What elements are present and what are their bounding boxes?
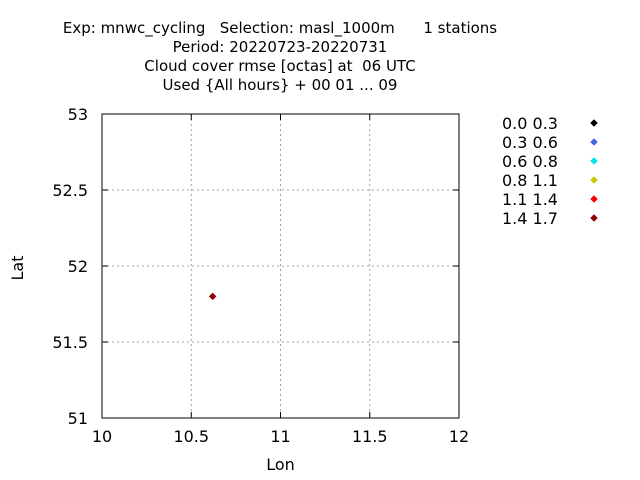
x-tick-label: 11 <box>270 427 290 446</box>
y-tick-label: 52 <box>68 257 88 276</box>
title-line-1: Exp: mnwc_cycling Selection: masl_1000m … <box>62 19 498 37</box>
data-points <box>208 292 217 301</box>
y-tick-label: 53 <box>68 105 88 124</box>
title-line-4: Used {All hours} + 00 01 ... 09 <box>162 76 398 94</box>
legend-marker <box>590 176 598 184</box>
x-axis-ticks: 10 10.5 11 11.5 12 <box>92 114 469 446</box>
legend-marker <box>590 157 598 165</box>
y-tick-label: 51 <box>68 409 88 428</box>
legend-entry-label: 0.8 1.1 <box>502 171 558 190</box>
x-axis-label: Lon <box>266 455 295 474</box>
legend-entry-label: 0.0 0.3 <box>502 114 558 133</box>
x-tick-label: 10.5 <box>173 427 209 446</box>
legend-marker <box>590 119 598 127</box>
y-axis-label: Lat <box>8 256 27 281</box>
data-point <box>208 292 217 301</box>
x-tick-label: 11.5 <box>352 427 388 446</box>
grid-lines <box>102 114 459 418</box>
title-line-3: Cloud cover rmse [octas] at 06 UTC <box>144 57 416 75</box>
legend-entry-label: 1.4 1.7 <box>502 209 558 228</box>
x-tick-label: 12 <box>449 427 469 446</box>
y-axis-ticks: 51 51.5 52 52.5 53 <box>52 105 459 428</box>
legend-entry-label: 0.3 0.6 <box>502 133 558 152</box>
legend-entry-label: 1.1 1.4 <box>502 190 558 209</box>
legend-entry-label: 0.6 0.8 <box>502 152 558 171</box>
legend-marker <box>590 195 598 203</box>
legend-marker <box>590 138 598 146</box>
title-line-2: Period: 20220723-20220731 <box>172 38 388 56</box>
x-tick-label: 10 <box>92 427 112 446</box>
y-tick-label: 51.5 <box>52 333 88 352</box>
y-tick-label: 52.5 <box>52 181 88 200</box>
legend: 0.0 0.30.3 0.60.6 0.80.8 1.11.1 1.41.4 1… <box>502 114 598 228</box>
legend-marker <box>590 214 598 222</box>
